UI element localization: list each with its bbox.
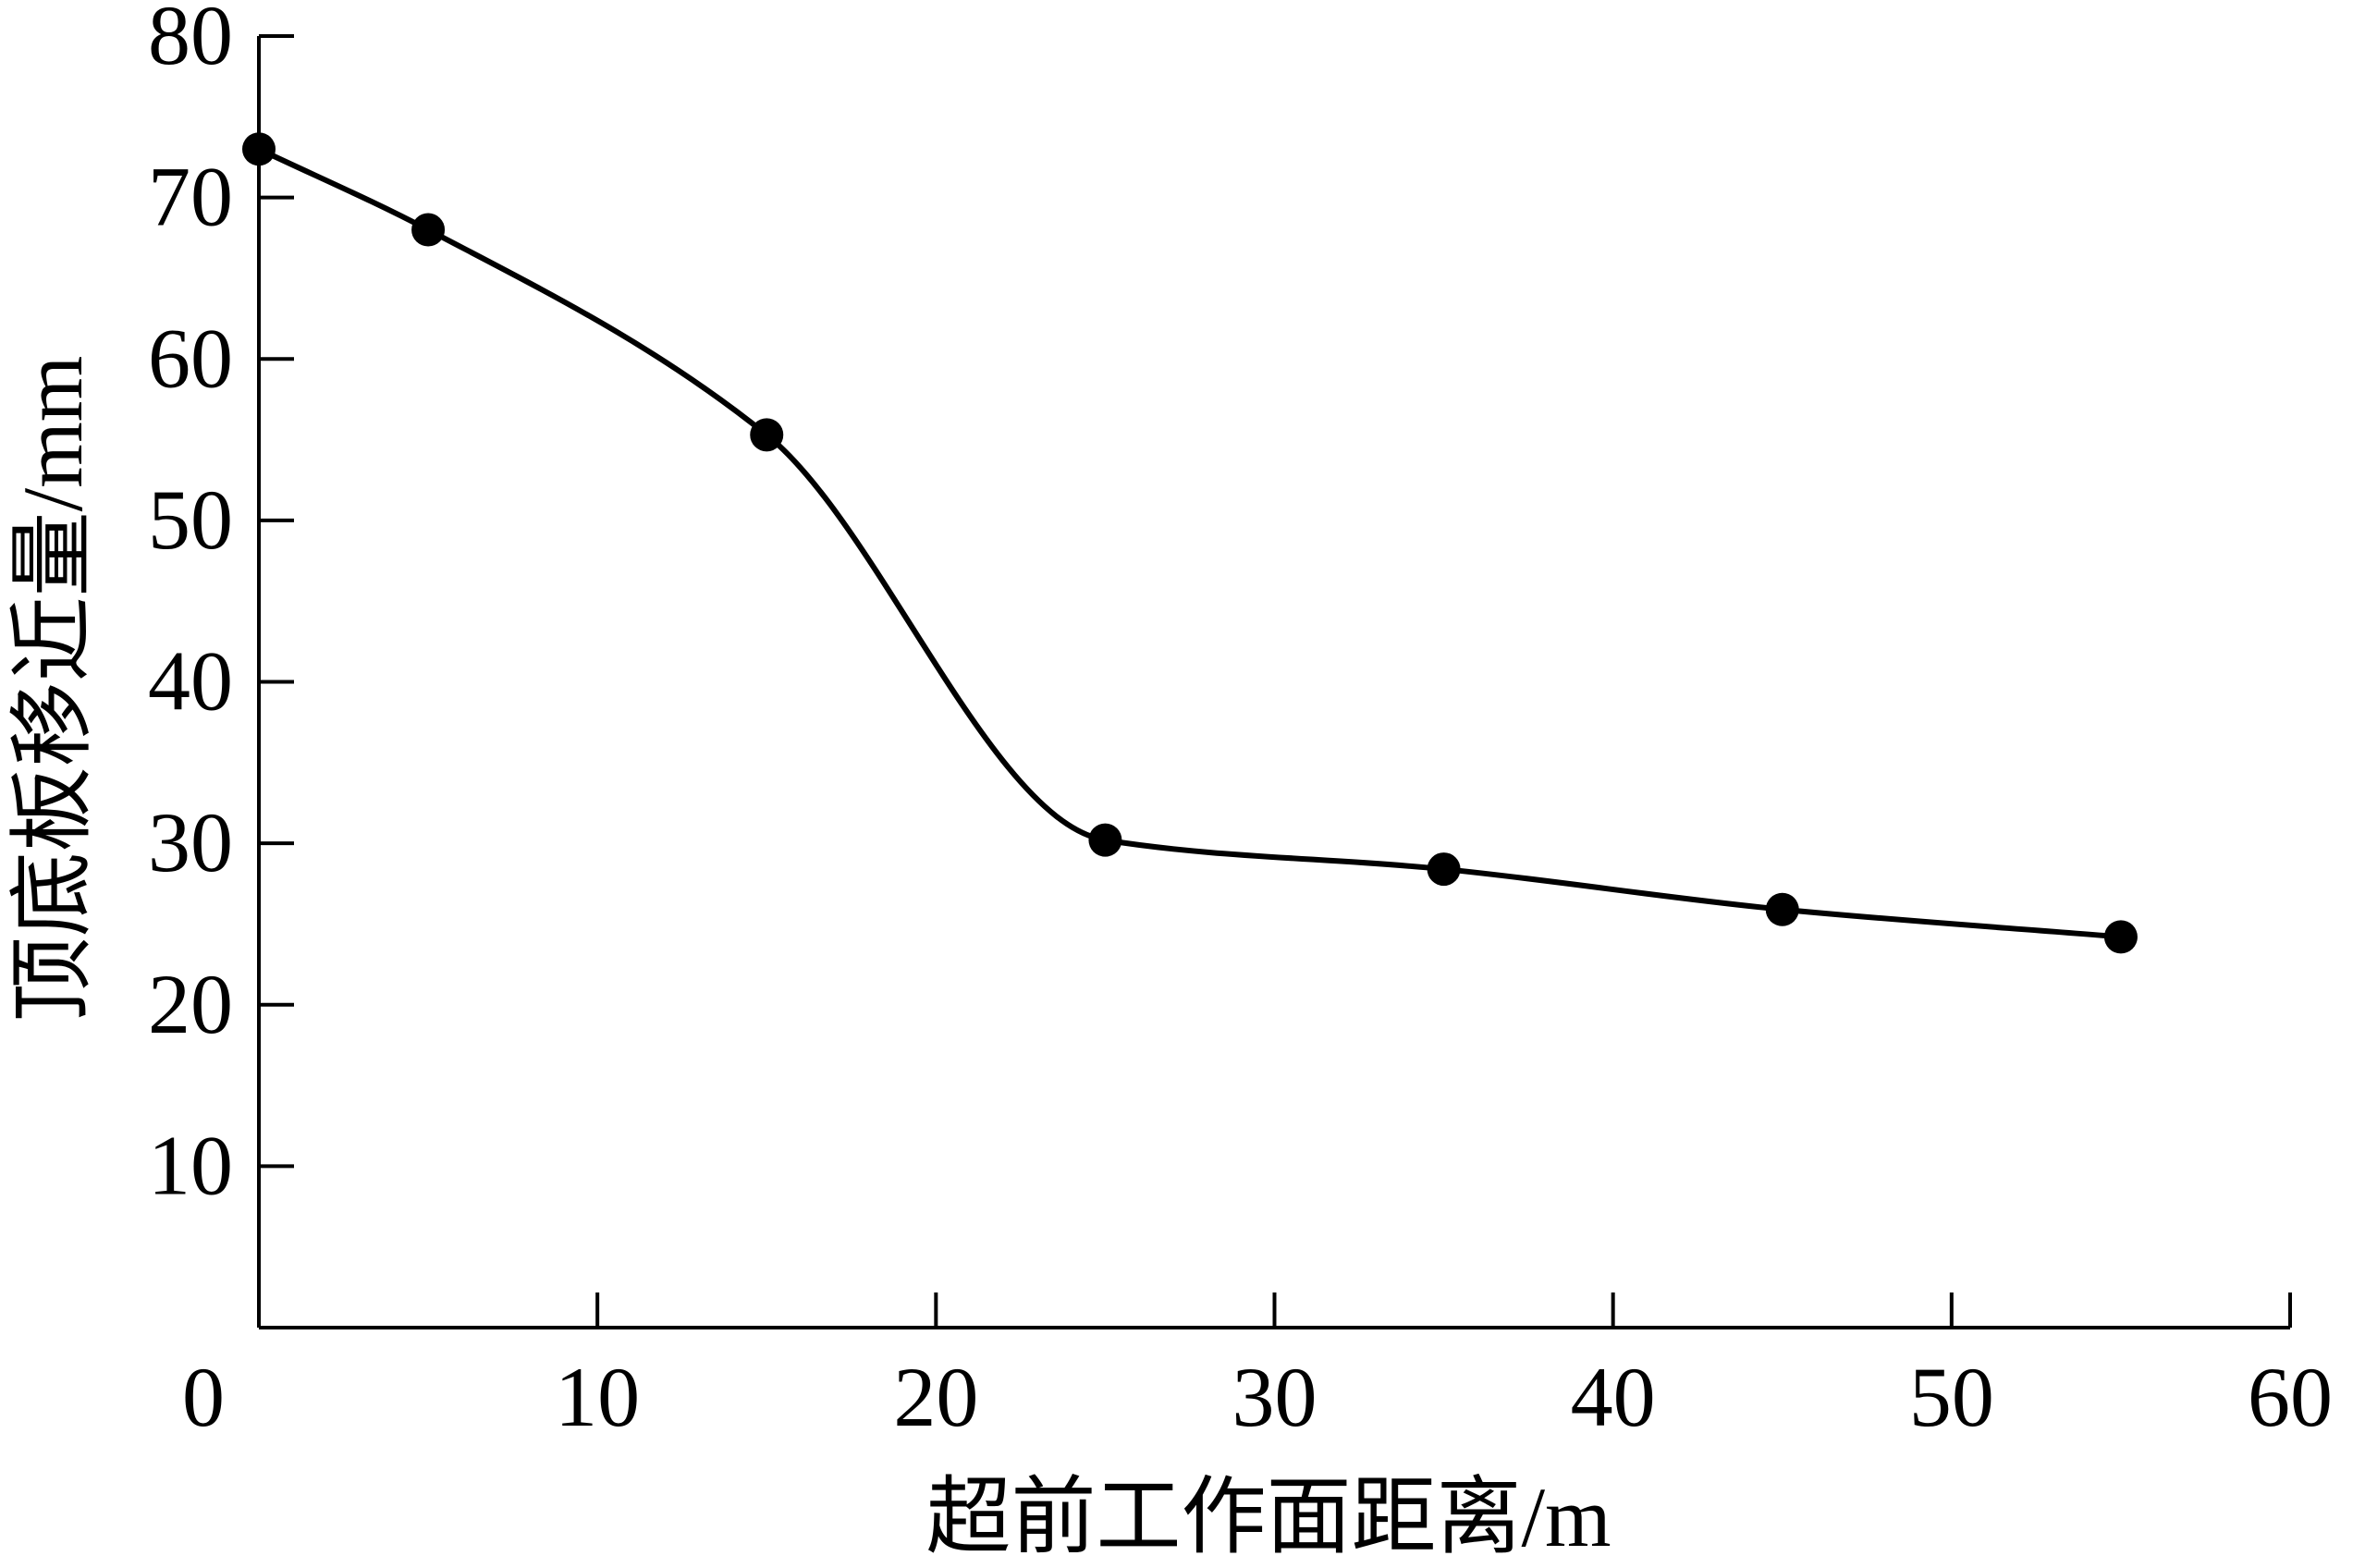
data-point [1427, 852, 1461, 887]
y-tick-label: 10 [148, 1118, 233, 1212]
data-point [2103, 920, 2138, 954]
x-tick-label: 60 [2248, 1350, 2333, 1444]
x-axis-ticks: 0 10 20 30 40 50 60 [182, 1292, 2333, 1444]
y-tick-label: 70 [148, 150, 233, 244]
data-point [1088, 823, 1122, 857]
y-axis-title: 顶底板移近量/mm [6, 356, 100, 1023]
axes [257, 36, 2290, 1329]
y-tick-label: 30 [148, 795, 233, 889]
y-axis-ticks: 10 20 30 40 50 60 70 80 [148, 0, 294, 1212]
data-point [242, 132, 276, 166]
x-tick-label: 50 [1909, 1350, 1994, 1444]
y-tick-label: 50 [148, 472, 233, 567]
x-tick-label: 40 [1571, 1350, 1656, 1444]
y-tick-label: 40 [148, 634, 233, 729]
x-axis-title: 超前工作面距离/m [925, 1470, 1611, 1564]
series-line [257, 146, 2122, 940]
series-layer [242, 132, 2138, 954]
y-tick-label: 80 [148, 0, 233, 82]
x-tick-label: 0 [182, 1350, 225, 1444]
y-tick-label: 20 [148, 957, 233, 1051]
data-point [1765, 892, 1799, 926]
y-tick-label: 60 [148, 311, 233, 405]
x-tick-label: 30 [1232, 1350, 1317, 1444]
x-tick-label: 10 [555, 1350, 640, 1444]
data-point [750, 418, 784, 452]
data-point [411, 213, 446, 247]
x-tick-label: 20 [893, 1350, 978, 1444]
